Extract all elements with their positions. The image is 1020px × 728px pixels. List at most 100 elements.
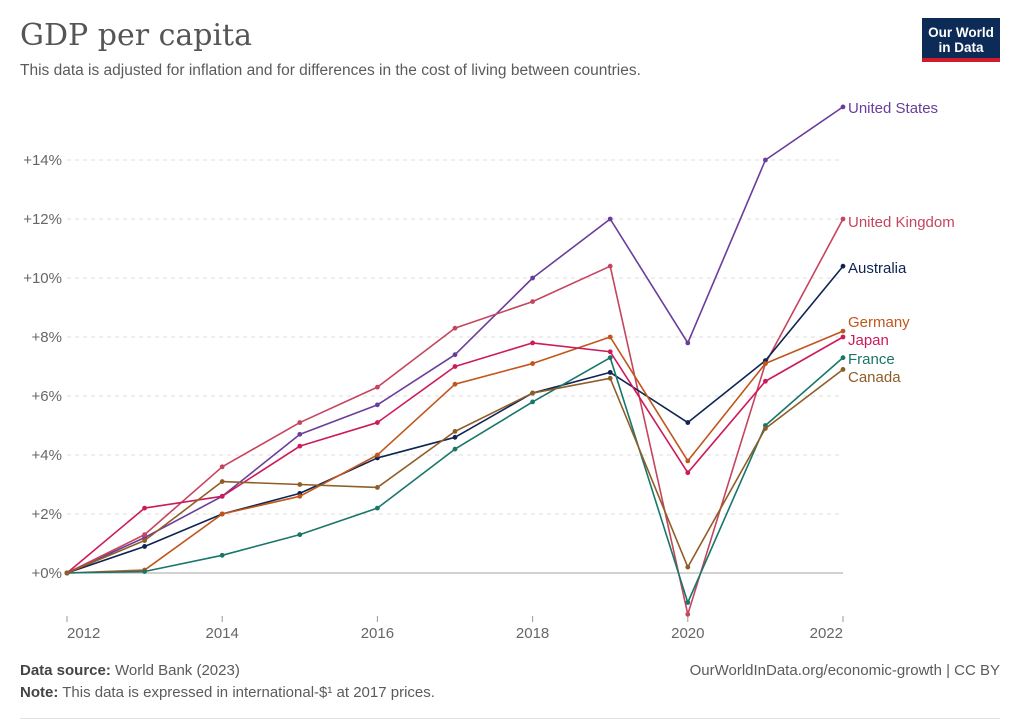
note-label: Note:	[20, 684, 59, 701]
data-point	[452, 381, 458, 387]
y-tick-label: +12%	[23, 211, 62, 228]
data-point	[530, 299, 535, 304]
data-point	[685, 564, 691, 570]
data-point	[840, 328, 846, 334]
data-point	[530, 275, 535, 281]
chart-title: GDP per capita	[20, 18, 253, 53]
data-point	[607, 349, 613, 355]
data-point	[840, 216, 846, 222]
series-label-united-kingdom[interactable]: United Kingdom	[848, 214, 955, 231]
data-point	[452, 434, 458, 440]
data-point	[685, 458, 691, 464]
data-point	[763, 426, 768, 431]
data-point	[607, 370, 613, 375]
note: Note: This data is expressed in internat…	[20, 682, 435, 704]
data-point	[685, 470, 691, 476]
data-point	[375, 505, 380, 511]
data-point	[142, 544, 148, 549]
grid-lines	[67, 159, 843, 574]
data-point	[452, 446, 458, 452]
footer-divider	[20, 718, 1000, 719]
footer-source-note: Data source: World Bank (2023) Note: Thi…	[20, 660, 435, 704]
data-source-value[interactable]: World Bank (2023)	[115, 662, 240, 679]
data-point	[375, 384, 380, 390]
data-point	[452, 325, 458, 331]
x-tick-label: 2022	[810, 625, 843, 642]
data-point	[607, 355, 613, 361]
data-point	[685, 611, 691, 617]
data-point	[763, 157, 768, 163]
data-point	[64, 570, 70, 576]
data-point	[452, 429, 458, 434]
data-point	[530, 340, 535, 346]
data-point	[607, 216, 613, 222]
logo-line-1: Our World	[928, 25, 994, 40]
data-point	[840, 355, 846, 361]
x-tick-label: 2020	[671, 625, 704, 642]
note-value: This data is expressed in international-…	[62, 684, 435, 701]
data-point	[607, 334, 613, 340]
data-point	[840, 367, 846, 372]
data-point	[607, 375, 613, 381]
data-point	[297, 420, 303, 425]
y-axis-ticks: +14% +12% +10% +8% +6% +4% +2% +0%	[23, 152, 62, 582]
data-point	[297, 431, 303, 437]
y-tick-label: +8%	[32, 329, 62, 346]
series-labels: United States United Kingdom Australia Germ…	[848, 100, 955, 386]
data-point	[142, 569, 148, 574]
data-point	[452, 352, 458, 358]
y-tick-label: +10%	[23, 270, 62, 287]
data-point	[142, 538, 148, 543]
data-point	[297, 493, 303, 499]
series-label-canada[interactable]: Canada	[848, 369, 901, 386]
data-point	[840, 104, 846, 110]
data-point	[142, 532, 148, 538]
y-tick-label: +0%	[32, 565, 62, 582]
data-point	[219, 464, 225, 470]
data-point	[840, 334, 846, 340]
data-point	[375, 420, 380, 425]
x-axis: 2012 2014 2016 2018 2020 2022	[66, 616, 844, 642]
y-tick-label: +4%	[32, 447, 62, 464]
data-point	[219, 479, 225, 484]
x-tick-label: 2014	[206, 625, 239, 642]
data-point	[530, 390, 535, 396]
data-point	[297, 532, 303, 538]
y-tick-label: +6%	[32, 388, 62, 405]
data-point	[685, 420, 691, 425]
data-point	[452, 364, 458, 369]
data-point	[685, 600, 691, 605]
data-point	[685, 340, 691, 346]
data-point	[375, 485, 380, 490]
data-point	[297, 443, 303, 449]
series-lines	[64, 104, 846, 617]
series-label-united-states[interactable]: United States	[848, 100, 938, 117]
series-label-australia[interactable]: Australia	[848, 260, 907, 277]
data-point	[375, 402, 380, 408]
data-source-label: Data source:	[20, 662, 111, 679]
data-point	[219, 493, 225, 499]
x-tick-label: 2018	[516, 625, 549, 642]
y-tick-label: +2%	[32, 506, 62, 523]
series-label-germany[interactable]: Germany	[848, 314, 910, 331]
series-line-united-states[interactable]	[66, 106, 844, 574]
series-label-france[interactable]: France	[848, 351, 895, 368]
owid-logo[interactable]: Our World in Data	[922, 18, 1000, 62]
data-point	[530, 399, 535, 405]
data-source: Data source: World Bank (2023)	[20, 660, 435, 682]
data-point	[142, 505, 148, 511]
data-point	[530, 361, 535, 366]
x-tick-label: 2012	[67, 625, 100, 642]
data-point	[375, 452, 380, 458]
y-tick-label: +14%	[23, 152, 62, 169]
data-point	[763, 361, 768, 366]
data-point	[840, 263, 846, 269]
chart-subtitle: This data is adjusted for inflation and …	[20, 62, 641, 79]
series-line-australia[interactable]	[66, 265, 844, 574]
series-line-france[interactable]	[66, 356, 844, 604]
data-point	[607, 263, 613, 269]
series-label-japan[interactable]: Japan	[848, 332, 889, 349]
data-point	[219, 552, 225, 558]
footer-link[interactable]: OurWorldInData.org/economic-growth | CC …	[689, 662, 1000, 679]
